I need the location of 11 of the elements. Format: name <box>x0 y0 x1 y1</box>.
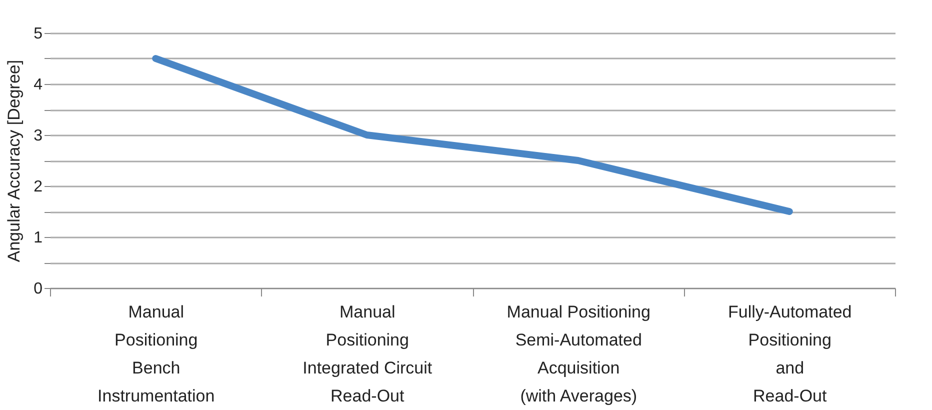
x-tick-label: Manual Positioning Semi-Automated Acquisition (with Averages) <box>506 302 650 406</box>
y-tick-label: 1 <box>34 230 43 246</box>
y-tick-label: 2 <box>34 178 43 196</box>
x-tick-label: Manual Positioning Bench Instrumentation <box>98 302 215 406</box>
x-tick-label: Fully-Automated Positioning and Read-Out <box>728 302 852 406</box>
y-tick-label: 0 <box>34 280 43 298</box>
x-tick-label: Manual Positioning Integrated Circuit Read-Out <box>302 302 432 406</box>
y-tick-label: 3 <box>34 128 43 144</box>
y-tick-label: 5 <box>34 26 43 42</box>
y-tick-label: 4 <box>34 76 43 94</box>
y-axis-title: Angular Accuracy [Degree] <box>4 60 24 262</box>
